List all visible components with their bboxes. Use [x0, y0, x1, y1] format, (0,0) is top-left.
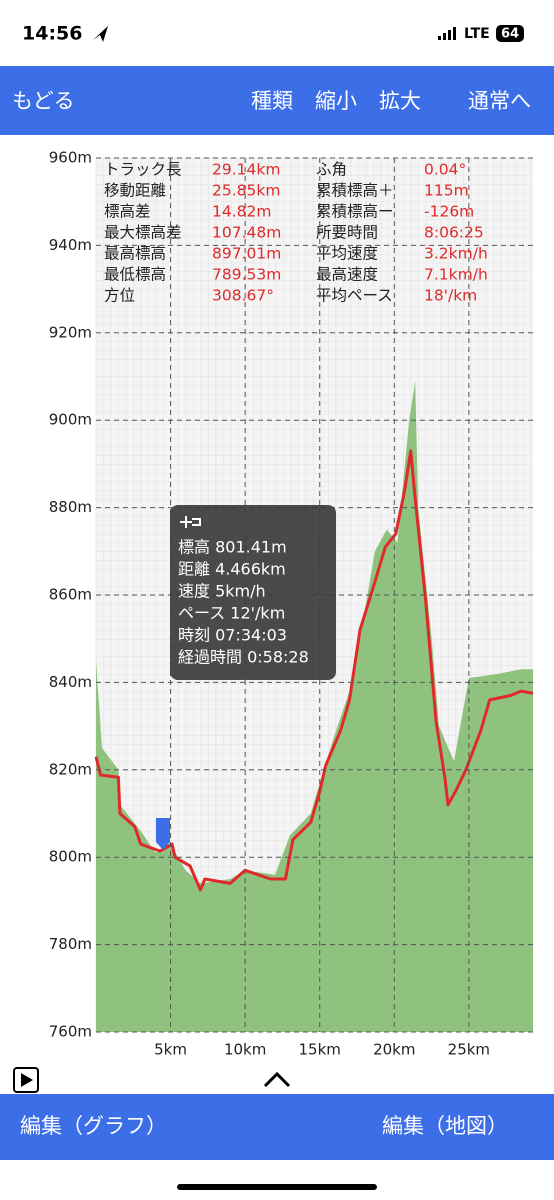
tooltip: 標高 801.41m 距離 4.466km 速度 5km/h ペース 12'/km 時刻…	[178, 538, 309, 667]
tooltip-line: 標高 801.41m	[178, 538, 287, 557]
stat-label: 累積標高＋	[316, 182, 394, 200]
stat-value: 308.67°	[212, 287, 274, 305]
back-button[interactable]: もどる	[12, 89, 75, 113]
location-icon	[93, 26, 108, 42]
y-tick-label: 840m	[49, 673, 92, 691]
battery-icon	[496, 25, 524, 42]
stat-label: 最大標高差	[104, 224, 182, 242]
stat-value: 29.14km	[212, 161, 280, 179]
stat-label: ふ角	[316, 161, 347, 179]
stat-label: 累積標高ー	[316, 203, 394, 221]
pin-icon	[180, 516, 201, 528]
stat-label: トラック長	[104, 161, 182, 179]
status-network: LTE	[464, 26, 490, 42]
position-pin	[156, 818, 170, 850]
y-tick-label: 900m	[49, 411, 92, 429]
stat-value: 897.01m	[212, 245, 281, 263]
elevation-area	[96, 380, 533, 1032]
tooltip-line: ペース 12'/km	[178, 604, 285, 623]
y-tick-label: 960m	[49, 149, 92, 167]
signal-icon	[438, 27, 456, 40]
status-time: 14:56	[22, 23, 82, 45]
stat-value: 107.48m	[212, 224, 281, 242]
x-tick-label: 10km	[224, 1041, 266, 1059]
tooltip-line: 時刻 07:34:03	[178, 626, 287, 645]
stat-value: 8:06:25	[424, 224, 484, 242]
y-tick-label: 860m	[49, 586, 92, 604]
elevation-line	[94, 449, 534, 892]
y-tick-label: 880m	[49, 498, 92, 516]
x-tick-label: 15km	[299, 1041, 341, 1059]
stat-value: 0.04°	[424, 161, 466, 179]
play-icon	[21, 1073, 33, 1087]
expand-chevron[interactable]	[263, 1071, 291, 1088]
edit-graph-button[interactable]: 編集（グラフ）	[20, 1114, 167, 1138]
edit-map-button[interactable]: 編集（地図）	[382, 1114, 508, 1138]
stat-value: 7.1km/h	[424, 266, 488, 284]
tooltip-line: 距離 4.466km	[178, 560, 286, 579]
stat-label: 所要時間	[316, 224, 378, 242]
stat-label: 方位	[104, 287, 135, 305]
home-indicator	[177, 1184, 377, 1190]
type-button[interactable]: 種類	[251, 89, 293, 113]
stat-value: -126m	[424, 203, 474, 221]
nav-bar	[0, 66, 554, 135]
stat-value: 3.2km/h	[424, 245, 488, 263]
stat-label: 平均ペース	[316, 287, 393, 305]
stats-table: トラック長 29.14km ふ角 0.04° 移動距離 25.85km 累積標高＋ 115m 標…	[104, 161, 488, 305]
stat-value: 789.53m	[212, 266, 281, 284]
bottom-bar	[0, 1094, 554, 1160]
y-tick-label: 780m	[49, 935, 92, 953]
stat-value: 14.82m	[212, 203, 271, 221]
stat-value: 25.85km	[212, 182, 280, 200]
x-tick-label: 20km	[373, 1041, 415, 1059]
stat-label: 最高標高	[104, 245, 166, 263]
stat-label: 最高速度	[316, 266, 378, 284]
tooltip-line: 速度 5km/h	[178, 582, 266, 601]
stat-label: 移動距離	[104, 182, 166, 200]
status-battery: 64	[501, 27, 519, 42]
tooltip-line: 経過時間 0:58:28	[178, 648, 309, 667]
y-tick-label: 800m	[49, 848, 92, 866]
normal-button[interactable]: 通常へ	[468, 89, 531, 113]
stat-value: 115m	[424, 182, 469, 200]
elevation-chart: 960m 940m 920m 900m 880m 860m 840m 820m 800m 780m…	[49, 149, 534, 1059]
stat-label: 最低標高	[104, 266, 166, 284]
y-tick-label: 940m	[49, 236, 92, 254]
y-tick-label: 820m	[49, 760, 92, 778]
stat-value: 18'/km	[424, 287, 477, 305]
stat-label: 平均速度	[316, 245, 378, 263]
x-tick-label: 5km	[154, 1041, 187, 1059]
stat-label: 標高差	[104, 203, 151, 221]
y-tick-label: 760m	[49, 1023, 92, 1041]
zoom-out-button[interactable]: 縮小	[315, 89, 357, 113]
tooltip-box	[170, 505, 336, 680]
x-tick-label: 25km	[448, 1041, 490, 1059]
zoom-in-button[interactable]: 拡大	[379, 89, 421, 113]
y-tick-label: 920m	[49, 323, 92, 341]
